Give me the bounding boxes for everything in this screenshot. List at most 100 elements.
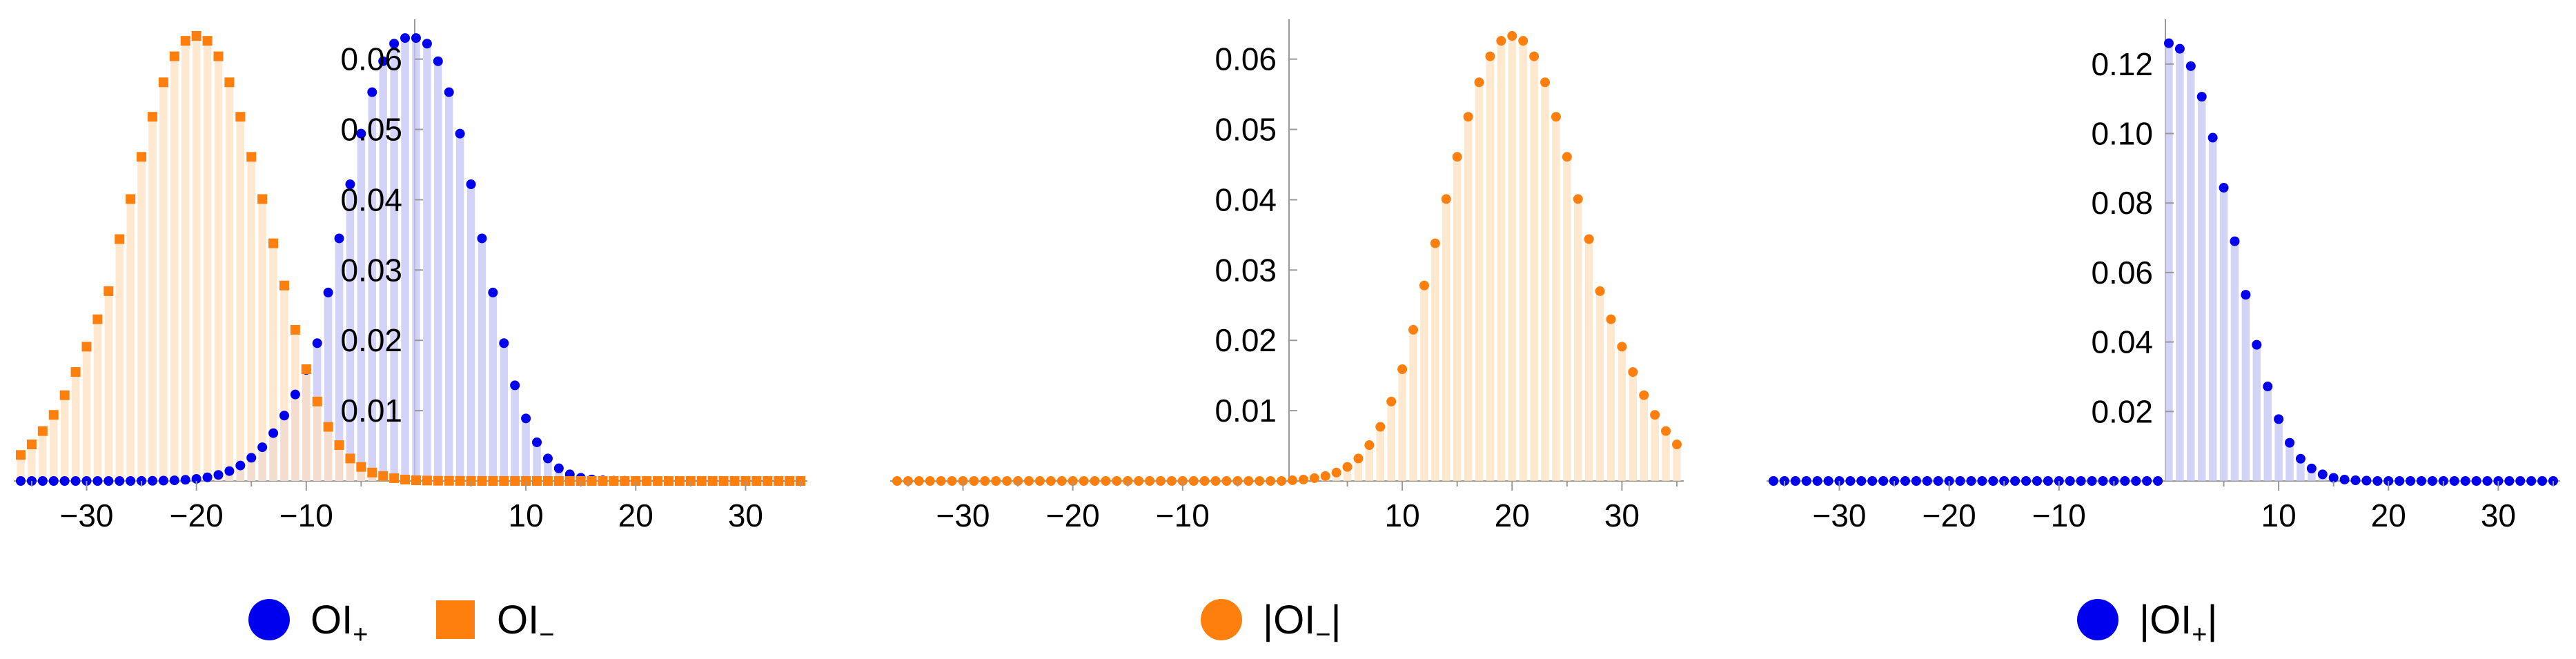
chart-panel-3: 0.02 0.04 0.06 0.08 0.10 0.12 −30 −20 −10 10 20 30 |…	[1767, 19, 2560, 649]
data-point	[1386, 396, 1397, 406]
bar	[280, 285, 288, 481]
x-tick-label: 10	[1385, 498, 1420, 533]
data-point	[1474, 77, 1484, 88]
data-point	[1867, 476, 1878, 486]
bar	[1475, 82, 1484, 482]
data-point	[158, 77, 168, 88]
bar	[82, 346, 91, 481]
bar	[1343, 466, 1352, 481]
data-point	[389, 39, 400, 49]
data-point	[980, 476, 990, 486]
data-point	[488, 476, 498, 486]
data-point	[104, 286, 114, 296]
x-tick-label: −20	[170, 498, 224, 533]
data-point	[81, 342, 92, 352]
data-point	[2350, 475, 2361, 485]
data-point	[1650, 410, 1660, 420]
data-point	[1900, 476, 1910, 486]
data-point	[729, 476, 740, 486]
y-tick-label: 0.06	[2091, 255, 2153, 291]
bar	[1376, 426, 1385, 481]
bar	[137, 157, 146, 481]
data-point	[268, 428, 279, 438]
data-point	[48, 476, 59, 486]
bar	[291, 329, 299, 481]
bar	[346, 458, 355, 481]
bar	[357, 466, 366, 481]
bar	[1640, 395, 1648, 481]
data-point	[1002, 476, 1012, 486]
bar	[1552, 117, 1560, 481]
bar	[1519, 41, 1527, 481]
data-point	[609, 476, 619, 486]
data-point	[1540, 77, 1551, 88]
data-point	[1823, 476, 1833, 486]
data-point	[947, 476, 957, 486]
y-tick-label: 0.04	[1215, 181, 1277, 217]
legend-marker-circle	[248, 599, 290, 640]
data-point	[1507, 31, 1517, 41]
bar	[1651, 415, 1659, 481]
data-point	[1988, 476, 1998, 486]
data-point	[1485, 51, 1495, 61]
data-point	[1188, 476, 1199, 486]
data-point	[158, 475, 168, 486]
data-point	[2065, 476, 2075, 486]
bar	[2274, 419, 2283, 481]
data-point	[48, 410, 59, 420]
bar	[455, 133, 464, 482]
data-point	[969, 476, 979, 486]
data-point	[126, 194, 136, 204]
bar	[511, 385, 519, 481]
data-point	[323, 287, 333, 297]
data-point	[1199, 476, 1210, 486]
data-point	[257, 194, 268, 204]
data-point	[356, 462, 366, 472]
data-point	[696, 476, 707, 486]
data-point	[2185, 61, 2196, 71]
data-point	[235, 112, 246, 122]
legend-label: |OI−|	[1263, 598, 1341, 649]
data-point	[1255, 476, 1265, 486]
data-point	[1079, 476, 1089, 486]
data-point	[26, 440, 37, 450]
bar	[258, 199, 266, 481]
data-point	[598, 476, 608, 486]
data-point	[400, 33, 411, 43]
data-point	[115, 234, 125, 244]
data-point	[1573, 194, 1583, 204]
data-point	[1034, 476, 1045, 486]
data-point	[1112, 476, 1122, 486]
bar	[71, 372, 80, 481]
data-point	[2482, 476, 2493, 486]
data-point	[674, 476, 685, 486]
bar	[1541, 82, 1549, 482]
data-point	[1769, 476, 1778, 486]
data-point	[191, 31, 201, 41]
data-point	[147, 475, 157, 486]
bar	[60, 395, 69, 481]
data-point	[553, 476, 564, 486]
data-point	[2021, 476, 2032, 486]
legend-label: OI−	[497, 598, 554, 649]
data-point	[378, 471, 389, 481]
data-point	[2417, 476, 2427, 486]
data-point	[213, 470, 224, 480]
data-point	[1023, 476, 1034, 486]
data-point	[532, 437, 542, 447]
data-point	[147, 112, 157, 122]
bar	[17, 455, 25, 481]
data-point	[521, 413, 531, 424]
bar	[93, 319, 102, 481]
data-point	[422, 475, 432, 486]
data-point	[455, 475, 465, 486]
data-point	[1364, 440, 1375, 451]
data-point	[433, 56, 443, 66]
data-point	[2406, 476, 2416, 486]
bar	[324, 292, 333, 481]
bar	[203, 41, 212, 481]
data-point	[1397, 364, 1408, 374]
data-point	[1661, 426, 1671, 436]
legend-marker-circle	[2077, 599, 2118, 640]
